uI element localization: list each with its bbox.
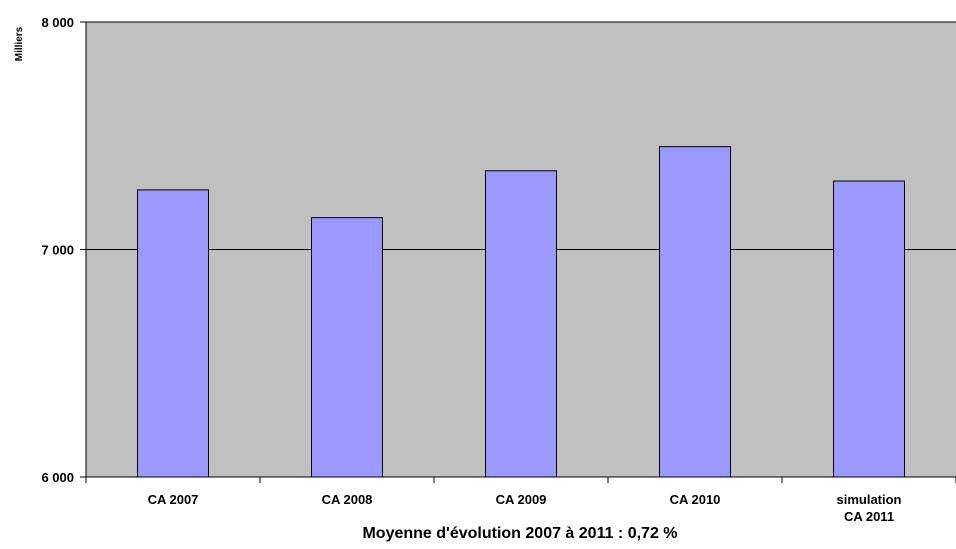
- x-tick-label-line: CA 2009: [496, 492, 547, 507]
- x-tick-label-2: CA 2008: [322, 492, 373, 507]
- x-tick-label-line: simulation: [836, 492, 901, 507]
- x-tick-label-line: CA 2008: [322, 492, 373, 507]
- x-tick-label-1: CA 2007: [148, 492, 199, 507]
- bar-1: [137, 189, 209, 478]
- x-tick-label-3: CA 2009: [496, 492, 547, 507]
- x-tick-label-line: CA 2007: [148, 492, 199, 507]
- x-tick-label-5: simulation CA 2011: [836, 492, 901, 524]
- y-tick-label-0: 6 000: [41, 470, 74, 485]
- bar-4: [659, 146, 731, 478]
- y-tick-label-2: 8 000: [41, 15, 74, 30]
- bar-3: [485, 170, 557, 478]
- bar-5: [833, 180, 905, 478]
- bars-group: [137, 146, 905, 478]
- x-tick-label-line: CA 2010: [670, 492, 721, 507]
- bar-2: [311, 217, 383, 478]
- x-axis-label: Moyenne d'évolution 2007 à 2011 : 0,72 %: [362, 525, 677, 542]
- y-tick-label-1: 7 000: [41, 243, 74, 258]
- y-axis-label: Milliers: [14, 26, 25, 61]
- axes-group: 6 000 7 000 8 000 CA 2007 CA 2008 CA 2009 CA 2…: [41, 15, 956, 524]
- x-tick-label-line: CA 2011: [844, 509, 894, 524]
- x-tick-label-4: CA 2010: [670, 492, 721, 507]
